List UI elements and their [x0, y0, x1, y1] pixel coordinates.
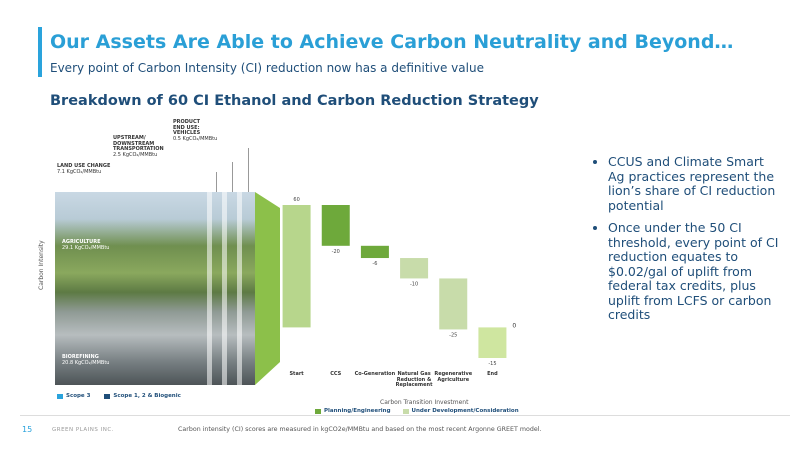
footnote: Carbon intensity (CI) scores are measure… [178, 426, 542, 433]
legend-swatch [402, 408, 409, 414]
company-name: GREEN PLAINS INC. [52, 427, 114, 433]
funnel [255, 192, 280, 385]
x-tick-label: CCS [330, 371, 342, 377]
x-tick-label: Co-Generation [354, 371, 396, 377]
legend-label: Scope 3 [66, 393, 91, 399]
data-label: -15 [488, 361, 496, 367]
photo-label: LAND USE CHANGE 7.1 KgCO₂/MMBtu [57, 163, 111, 175]
legend-swatch [315, 408, 321, 414]
bar [400, 258, 429, 279]
bullet: CCUS and Climate Smart Ag practices repr… [608, 154, 783, 213]
leader-line [248, 148, 249, 192]
photo-label: UPSTREAM/ DOWNSTREAM TRANSPORTATION 2.5 K… [113, 135, 164, 158]
photo-label: PRODUCT END USE: VEHICLES 0.5 KgCO₂/MMBtu [173, 119, 218, 142]
photo-stripe [207, 192, 212, 385]
bar [282, 205, 311, 328]
section-title: Breakdown of 60 CI Ethanol and Carbon Re… [50, 93, 539, 109]
legend-label: Under Development/Consideration [411, 408, 519, 414]
bar [321, 205, 350, 246]
photo-label: BIOREFINING 20.8 KgCO₂/MMBtu [62, 354, 110, 366]
data-label: -25 [449, 332, 457, 338]
legend-item: Scope 1, 2 & Biogenic [104, 393, 181, 399]
legend-swatch [104, 393, 111, 399]
leader-line [216, 172, 217, 192]
page-number: 15 [22, 425, 33, 434]
leader-line [232, 162, 233, 192]
x-tick-label: Start [289, 371, 304, 377]
photo-label: AGRICULTURE 29.1 KgCO₂/MMBtu [62, 239, 110, 251]
legend-item: Scope 3 [57, 393, 90, 399]
data-label: -10 [410, 281, 418, 287]
slide-title: Our Assets Are Able to Achieve Carbon Ne… [50, 31, 734, 53]
bar [360, 245, 389, 259]
legend-label: Scope 1, 2 & Biogenic [113, 393, 181, 399]
bullet-list: CCUS and Climate Smart Ag practices repr… [590, 154, 783, 331]
x-tick-label: Natural Gas Reduction & Replacement [395, 371, 433, 389]
annotation: 0 [512, 322, 516, 329]
photo-stripe [237, 192, 242, 385]
slide-subtitle: Every point of Carbon Intensity (CI) red… [50, 61, 484, 75]
data-label: -20 [332, 249, 340, 255]
bar [478, 327, 507, 358]
chart-legend: Planning/Engineering Under Development/Co… [315, 408, 519, 414]
footer-rule [20, 415, 790, 416]
data-label: -6 [372, 261, 377, 267]
legend-item: Planning/Engineering [315, 408, 391, 414]
photo [55, 192, 255, 385]
photo-stripe [222, 192, 227, 385]
accent-bar [38, 27, 42, 77]
bullet: Once under the 50 CI threshold, every po… [608, 220, 783, 323]
data-label: 60 [293, 197, 299, 203]
legend-item: Under Development/Consideration [402, 408, 519, 414]
photo-legend: Scope 3 Scope 1, 2 & Biogenic [57, 393, 181, 399]
bar [439, 278, 468, 330]
x-axis-title: Carbon Transition Investment [380, 399, 469, 406]
x-tick-label: End [487, 371, 498, 377]
x-tick-label: Regenerative Agriculture [434, 371, 473, 383]
legend-label: Planning/Engineering [324, 408, 391, 414]
legend-swatch [57, 393, 63, 399]
